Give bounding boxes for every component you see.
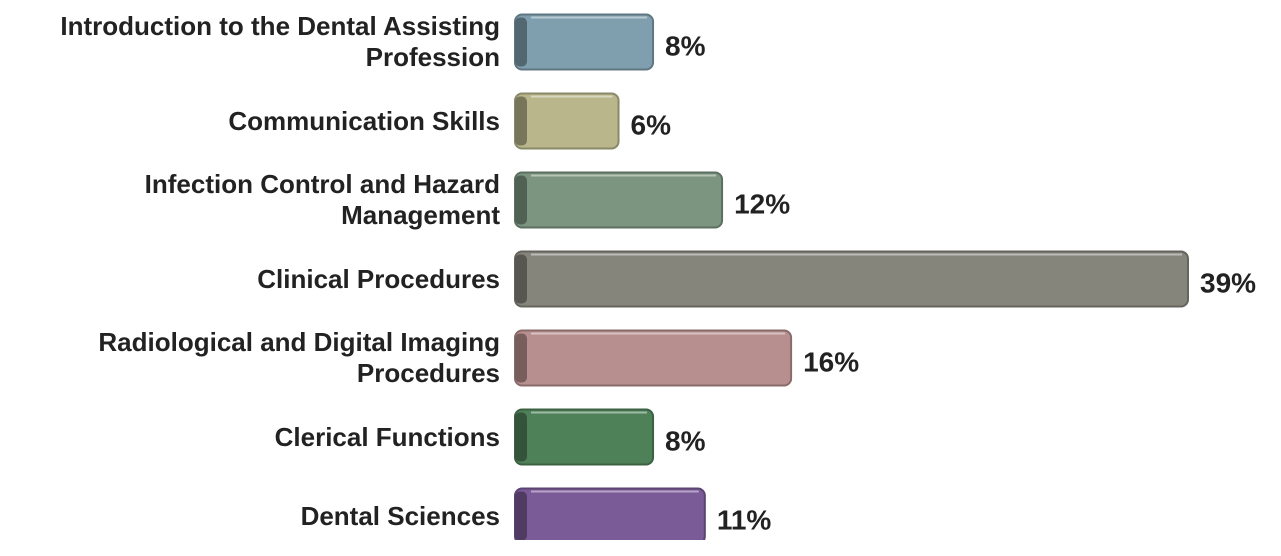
- bar-cap: [515, 333, 527, 383]
- bar-cap: [515, 17, 527, 67]
- category-label: Infection Control and Hazard Management: [144, 169, 500, 230]
- bar: [514, 408, 655, 466]
- bar: [514, 250, 1189, 308]
- bar-cap: [515, 175, 527, 225]
- category-label: Communication Skills: [228, 105, 500, 136]
- bar-cap: [515, 491, 527, 540]
- value-label: 8%: [665, 30, 706, 61]
- bar-cap: [515, 96, 527, 146]
- value-label: 8%: [665, 425, 706, 456]
- category-label: Radiological and Digital Imaging Procedu…: [98, 327, 500, 388]
- category-label: Clerical Functions: [274, 421, 500, 452]
- chart: 8% 6% 12% 39% 16% 8% 11%: [514, 13, 1256, 540]
- category-label: Dental Sciences: [300, 500, 500, 531]
- category-label: Clinical Procedures: [257, 263, 500, 294]
- bar: [514, 329, 793, 387]
- category-label: Introduction to the Dental Assisting Pro…: [60, 11, 500, 72]
- bar: [514, 487, 706, 540]
- value-label: 39%: [1200, 267, 1256, 298]
- page: Introduction to the Dental Assisting Pro…: [60, 11, 1257, 540]
- value-label: 16%: [803, 346, 859, 377]
- value-label: 11%: [717, 504, 772, 535]
- bar-cap: [515, 412, 527, 462]
- bar: [514, 13, 655, 71]
- bar-cap: [515, 254, 527, 304]
- value-label: 12%: [734, 188, 790, 219]
- bar: [514, 92, 620, 150]
- bar: [514, 171, 724, 229]
- value-label: 6%: [631, 109, 672, 140]
